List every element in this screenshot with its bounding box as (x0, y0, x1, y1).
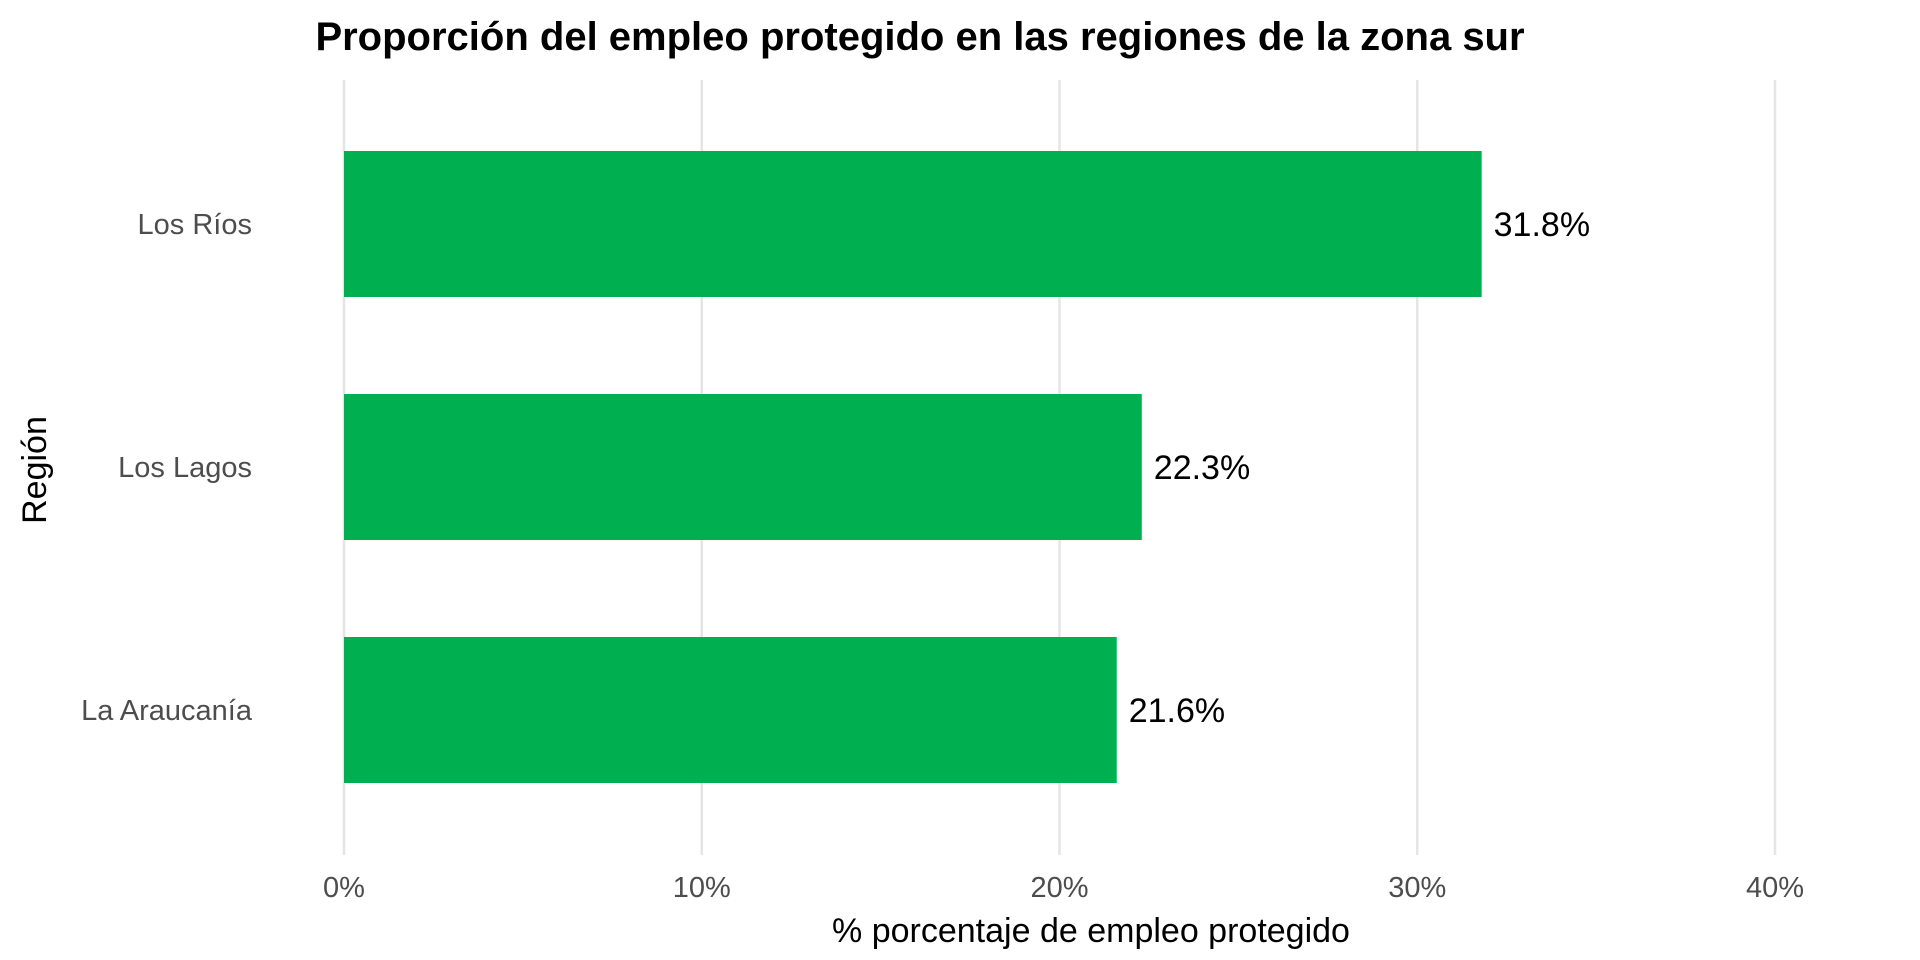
bar (344, 151, 1482, 297)
data-label: 22.3% (1154, 449, 1250, 487)
bar (344, 637, 1117, 783)
category-label: La Araucanía (81, 695, 253, 727)
data-label: 21.6% (1129, 692, 1225, 730)
x-tick-label: 30% (1388, 872, 1446, 904)
category-label: Los Lagos (118, 452, 252, 484)
category-labels: Los Ríos Los Lagos La Araucanía (81, 209, 253, 727)
x-tick-label: 20% (1030, 872, 1088, 904)
data-label: 31.8% (1494, 206, 1590, 244)
x-tick-label: 10% (673, 872, 731, 904)
bar (344, 394, 1142, 540)
x-tick-label: 40% (1746, 872, 1804, 904)
x-tick-labels: 0% 10% 20% 30% 40% (323, 872, 1804, 904)
category-label: Los Ríos (138, 209, 252, 241)
y-axis-title: Región (16, 416, 54, 524)
chart-title: Proporción del empleo protegido en las r… (315, 15, 1524, 59)
bars (344, 151, 1482, 783)
x-axis-title: % porcentaje de empleo protegido (832, 912, 1350, 950)
x-tick-label: 0% (323, 872, 365, 904)
data-labels: 31.8% 22.3% 21.6% (1129, 206, 1590, 730)
